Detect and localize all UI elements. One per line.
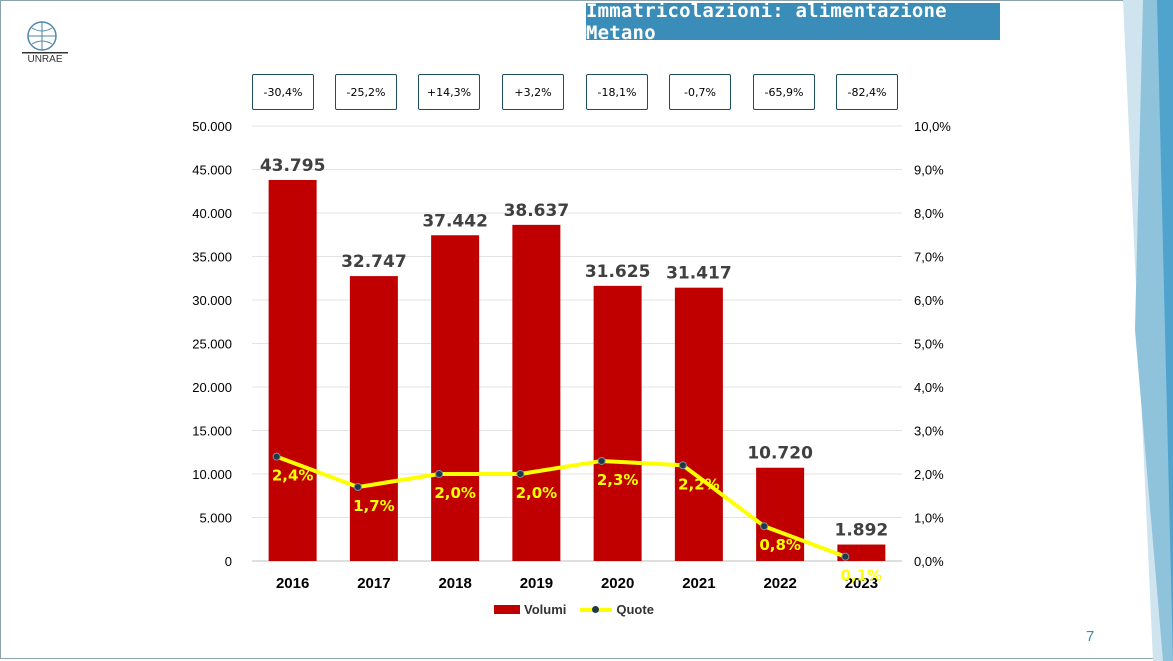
- variation-2021: -0,7%: [669, 74, 731, 110]
- variation-2022: -65,9%: [753, 74, 815, 110]
- quote-value-label: 2,0%: [434, 484, 476, 502]
- y-left-tick-label: 30.000: [192, 293, 232, 308]
- bar-value-label: 1.892: [834, 521, 888, 541]
- bar-2023: [837, 544, 886, 561]
- legend-line-label: Quote: [616, 602, 654, 617]
- quote-value-label: 2,0%: [516, 484, 558, 502]
- bar-value-label: 10.720: [747, 444, 813, 464]
- bar-2020: [593, 285, 642, 561]
- y-right-tick-label: 6,0%: [914, 293, 944, 308]
- y-left-tick-label: 50.000: [192, 119, 232, 134]
- slide-decoration: [1123, 0, 1173, 661]
- page-number: 7: [1086, 628, 1095, 645]
- chart-legend: Volumi Quote: [494, 602, 654, 617]
- y-right-tick-label: 9,0%: [914, 163, 944, 178]
- bar-value-label: 43.795: [260, 156, 326, 176]
- bar-value-label: 37.442: [422, 211, 488, 231]
- y-right-tick-label: 0,0%: [914, 554, 944, 569]
- y-right-tick-label: 10,0%: [914, 119, 951, 134]
- y-left-tick-label: 45.000: [192, 163, 232, 178]
- variation-2018: +14,3%: [418, 74, 480, 110]
- quote-value-label: 0,8%: [759, 536, 801, 554]
- variation-2017: -25,2%: [335, 74, 397, 110]
- bar-value-label: 38.637: [504, 201, 570, 221]
- bar-value-label: 31.417: [666, 264, 732, 284]
- y-left-tick-label: 10.000: [192, 467, 232, 482]
- slide-title: Immatricolazioni: alimentazione Metano: [586, 0, 1000, 44]
- quote-point-2020: [597, 456, 606, 465]
- y-left-tick-label: 20.000: [192, 380, 232, 395]
- bar-value-label: 31.625: [585, 262, 651, 282]
- quote-point-2023: [841, 552, 850, 561]
- x-tick-label: 2021: [682, 575, 715, 592]
- legend-bar-label: Volumi: [524, 602, 567, 617]
- y-right-tick-label: 8,0%: [914, 206, 944, 221]
- quote-point-2017: [353, 483, 362, 492]
- quote-point-2021: [678, 461, 687, 470]
- x-tick-label: 2022: [763, 575, 796, 592]
- legend-bar-swatch: [494, 605, 520, 614]
- variation-2019: +3,2%: [502, 74, 564, 110]
- quote-value-label: 2,3%: [597, 471, 639, 489]
- y-left-tick-label: 25.000: [192, 337, 232, 352]
- y-right-tick-label: 5,0%: [914, 337, 944, 352]
- y-right-tick-label: 1,0%: [914, 511, 944, 526]
- bar-2018: [431, 235, 480, 562]
- bar-value-label: 32.747: [341, 252, 407, 272]
- quote-line: [275, 454, 847, 559]
- bar-2021: [674, 287, 723, 561]
- bar-2019: [512, 224, 561, 561]
- bar-2016: [268, 179, 317, 561]
- x-tick-label: 2016: [276, 575, 309, 592]
- x-tick-label: 2020: [601, 575, 634, 592]
- variation-2023: -82,4%: [836, 74, 898, 110]
- logo-text: UNRAE: [27, 54, 62, 64]
- quote-point-2018: [435, 470, 444, 478]
- bar-2017: [349, 276, 398, 561]
- quote-value-label: 2,2%: [678, 475, 720, 493]
- y-right-tick-label: 4,0%: [914, 380, 944, 395]
- y-right-tick-label: 7,0%: [914, 250, 944, 265]
- quote-point-2019: [516, 470, 525, 478]
- x-tick-label: 2017: [357, 575, 390, 592]
- legend-line-swatch: [580, 603, 613, 617]
- unrae-logo: UNRAE: [22, 21, 68, 64]
- x-tick-label: 2019: [520, 575, 553, 592]
- variation-2016: -30,4%: [252, 74, 314, 110]
- bar-2022: [756, 467, 805, 561]
- quote-point-2016: [272, 452, 281, 461]
- quote-point-2022: [760, 522, 769, 531]
- x-tick-label: 2018: [438, 575, 471, 592]
- x-tick-label: 2023: [845, 575, 878, 592]
- y-left-tick-label: 15.000: [192, 424, 232, 439]
- y-right-tick-label: 2,0%: [914, 467, 944, 482]
- y-left-tick-label: 0: [225, 554, 232, 569]
- variation-2020: -18,1%: [586, 74, 648, 110]
- y-left-tick-label: 40.000: [192, 206, 232, 221]
- y-right-tick-label: 3,0%: [914, 424, 944, 439]
- quote-value-label: 0,1%: [841, 567, 883, 585]
- quote-value-label: 1,7%: [353, 497, 395, 515]
- y-left-tick-label: 5.000: [199, 511, 232, 526]
- quote-value-label: 2,4%: [272, 467, 314, 485]
- y-left-tick-label: 35.000: [192, 250, 232, 265]
